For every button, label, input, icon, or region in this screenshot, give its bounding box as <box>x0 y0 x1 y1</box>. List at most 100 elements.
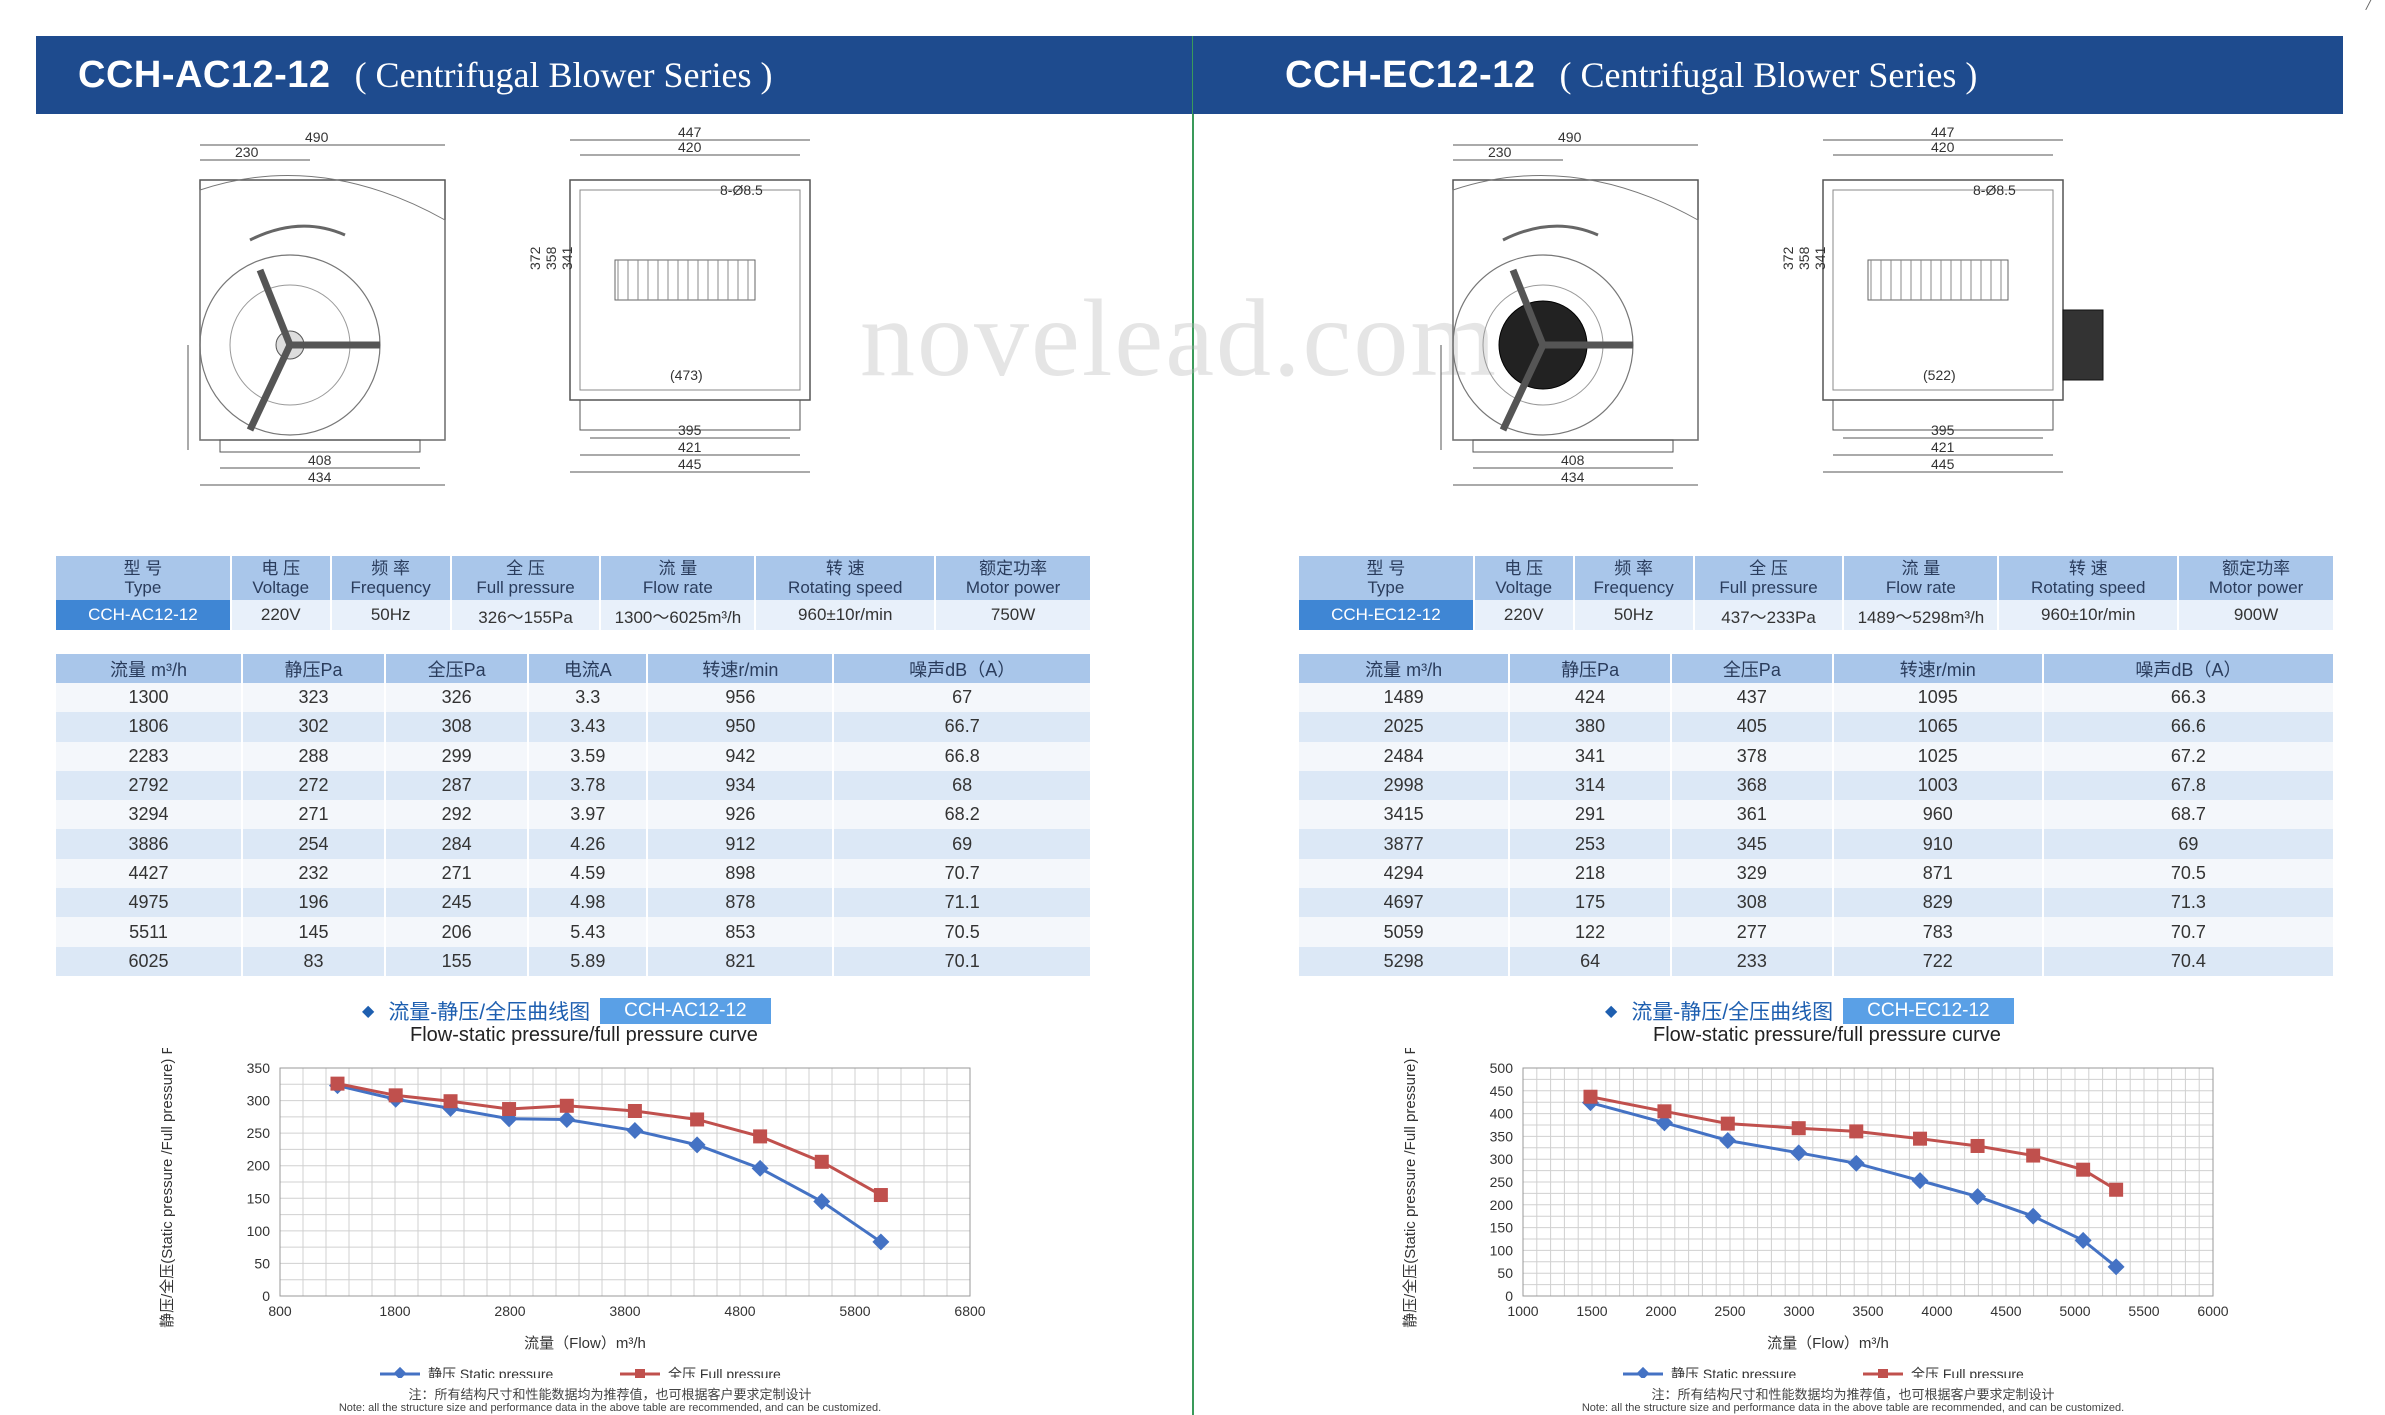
perf-header: 噪声dB（A） <box>2042 654 2336 683</box>
perf-cell: 288 <box>241 741 387 771</box>
spec-header: 全 压 Full pressure <box>450 556 602 600</box>
series-line-full <box>337 1082 882 1197</box>
dim-label: 232 <box>1433 396 1434 420</box>
y-tick-label: 150 <box>247 1190 271 1206</box>
table-row: 4427 232 271 4.59 898 70.7 <box>56 858 1092 889</box>
dim-label: 230 <box>235 144 259 160</box>
full-pressure-point <box>443 1094 458 1109</box>
spec-type-value: CCH-AC12-12 <box>56 600 232 630</box>
full-pressure-point <box>2026 1148 2041 1163</box>
perf-header: 噪声dB（A） <box>833 654 1092 683</box>
series-title: ( Centrifugal Blower Series ) <box>354 55 773 95</box>
perf-cell: 5.89 <box>528 946 649 976</box>
y-axis-label: 静压/全压(Static pressure /Full pressure) Pa <box>158 1048 176 1328</box>
perf-header: 全压Pa <box>385 654 530 683</box>
diamond-icon: ◆ <box>1605 1003 1618 1020</box>
perf-cell: 291 <box>1509 800 1672 830</box>
spec-header-cn: 型 号 <box>1366 559 1406 578</box>
curve-model-badge: CCH-AC12-12 <box>600 998 771 1024</box>
legend-label: 全压 Full pressure <box>668 1366 781 1378</box>
spec-header-cn: 额定功率 <box>2222 559 2291 578</box>
table-row: 2792 272 287 3.78 934 68 <box>56 770 1092 801</box>
perf-cell: 821 <box>647 946 835 976</box>
perf-cell: 67 <box>833 683 1092 713</box>
static-pressure-point <box>2024 1207 2042 1225</box>
spec-header-en: Type <box>1367 578 1405 597</box>
base-plate <box>219 439 421 453</box>
spec-header-cn: 全 压 <box>506 559 545 578</box>
perf-cell: 329 <box>1670 858 1834 889</box>
dim-label: 341 <box>1812 246 1828 270</box>
perf-cell: 253 <box>1509 829 1672 859</box>
front-view-drawing: 490230542232408434 <box>1433 129 1699 486</box>
scroll-outline <box>1452 174 1699 441</box>
y-tick-label: 100 <box>247 1223 271 1239</box>
spec-header-en: Voltage <box>252 578 310 597</box>
perf-cell: 3.97 <box>528 800 649 830</box>
static-pressure-point <box>1719 1132 1737 1149</box>
perf-cell: 299 <box>385 741 530 771</box>
full-pressure-point <box>1720 1116 1735 1131</box>
side-flange <box>1832 189 2054 391</box>
perf-cell: 345 <box>1670 829 1834 859</box>
dim-label: 445 <box>1931 456 1955 472</box>
static-pressure-point <box>1655 1114 1673 1132</box>
perf-cell: 3.43 <box>528 712 649 742</box>
spec-header-en: Motor power <box>965 578 1061 597</box>
ec-motor-side <box>2062 309 2104 381</box>
spec-header: 频 率 Frequency <box>330 556 452 600</box>
perf-cell: 4427 <box>56 858 243 889</box>
x-tick-label: 5800 <box>839 1303 870 1319</box>
spec-table: 型 号 Type 电 压 Voltage 频 率 Frequency 全 压 Full pre… <box>1299 556 2335 630</box>
perf-cell: 287 <box>385 770 530 801</box>
perf-cell: 314 <box>1509 770 1672 801</box>
perf-cell: 70.5 <box>833 917 1092 947</box>
perf-cell: 196 <box>241 888 387 918</box>
spec-header: 流 量 Flow rate <box>1843 556 2000 600</box>
perf-cell: 145 <box>241 917 387 947</box>
dim-label: 421 <box>678 439 702 455</box>
spec-header-en: Rotating speed <box>788 578 903 597</box>
x-tick-label: 6000 <box>2197 1303 2228 1319</box>
perf-cell: 4697 <box>1299 888 1511 918</box>
y-tick-label: 350 <box>1490 1128 1514 1144</box>
y-tick-label: 300 <box>247 1093 271 1109</box>
perf-cell: 4.59 <box>528 858 649 889</box>
x-tick-label: 5500 <box>2128 1303 2159 1319</box>
legend-label: 全压 Full pressure <box>1911 1366 2024 1378</box>
static-pressure-point <box>1911 1172 1929 1190</box>
perf-cell: 4.98 <box>528 888 649 918</box>
perf-cell: 71.3 <box>2042 888 2336 918</box>
perf-cell: 910 <box>1832 829 2044 859</box>
perf-cell: 926 <box>647 800 835 830</box>
title-banner: CCH-AC12-12 ( Centrifugal Blower Series … <box>36 36 1192 114</box>
housing-outline <box>199 179 446 441</box>
corner-mark: ╱ <box>2365 0 2373 10</box>
perf-cell: 2792 <box>56 770 243 801</box>
spec-header-en: Flow rate <box>1885 578 1956 597</box>
motor-body <box>614 259 756 301</box>
spec-header: 额定功率 Motor power <box>935 556 1092 600</box>
perf-cell: 284 <box>385 829 530 859</box>
dim-label: 490 <box>305 129 329 145</box>
perf-cell: 2484 <box>1299 741 1511 771</box>
note-en: Note: all the structure size and perform… <box>338 1402 882 1414</box>
perf-cell: 70.4 <box>2042 946 2336 976</box>
perf-cell: 70.7 <box>2042 917 2336 947</box>
spec-header-cn: 电 压 <box>1504 559 1544 578</box>
perf-cell: 70.1 <box>833 946 1092 976</box>
static-pressure-point <box>1969 1188 1987 1206</box>
perf-cell: 878 <box>647 888 835 918</box>
perf-cell: 206 <box>385 917 530 947</box>
static-pressure-point <box>872 1233 890 1251</box>
legend-marker <box>1878 1369 1888 1378</box>
static-pressure-point <box>751 1159 769 1177</box>
spec-value: 50Hz <box>330 600 452 630</box>
perf-cell: 341 <box>1509 741 1672 771</box>
perf-cell: 3.59 <box>528 741 649 771</box>
series-line-static <box>1590 1101 2118 1268</box>
y-tick-label: 350 <box>247 1060 271 1076</box>
side-flange <box>579 189 801 391</box>
static-pressure-point <box>688 1136 706 1154</box>
